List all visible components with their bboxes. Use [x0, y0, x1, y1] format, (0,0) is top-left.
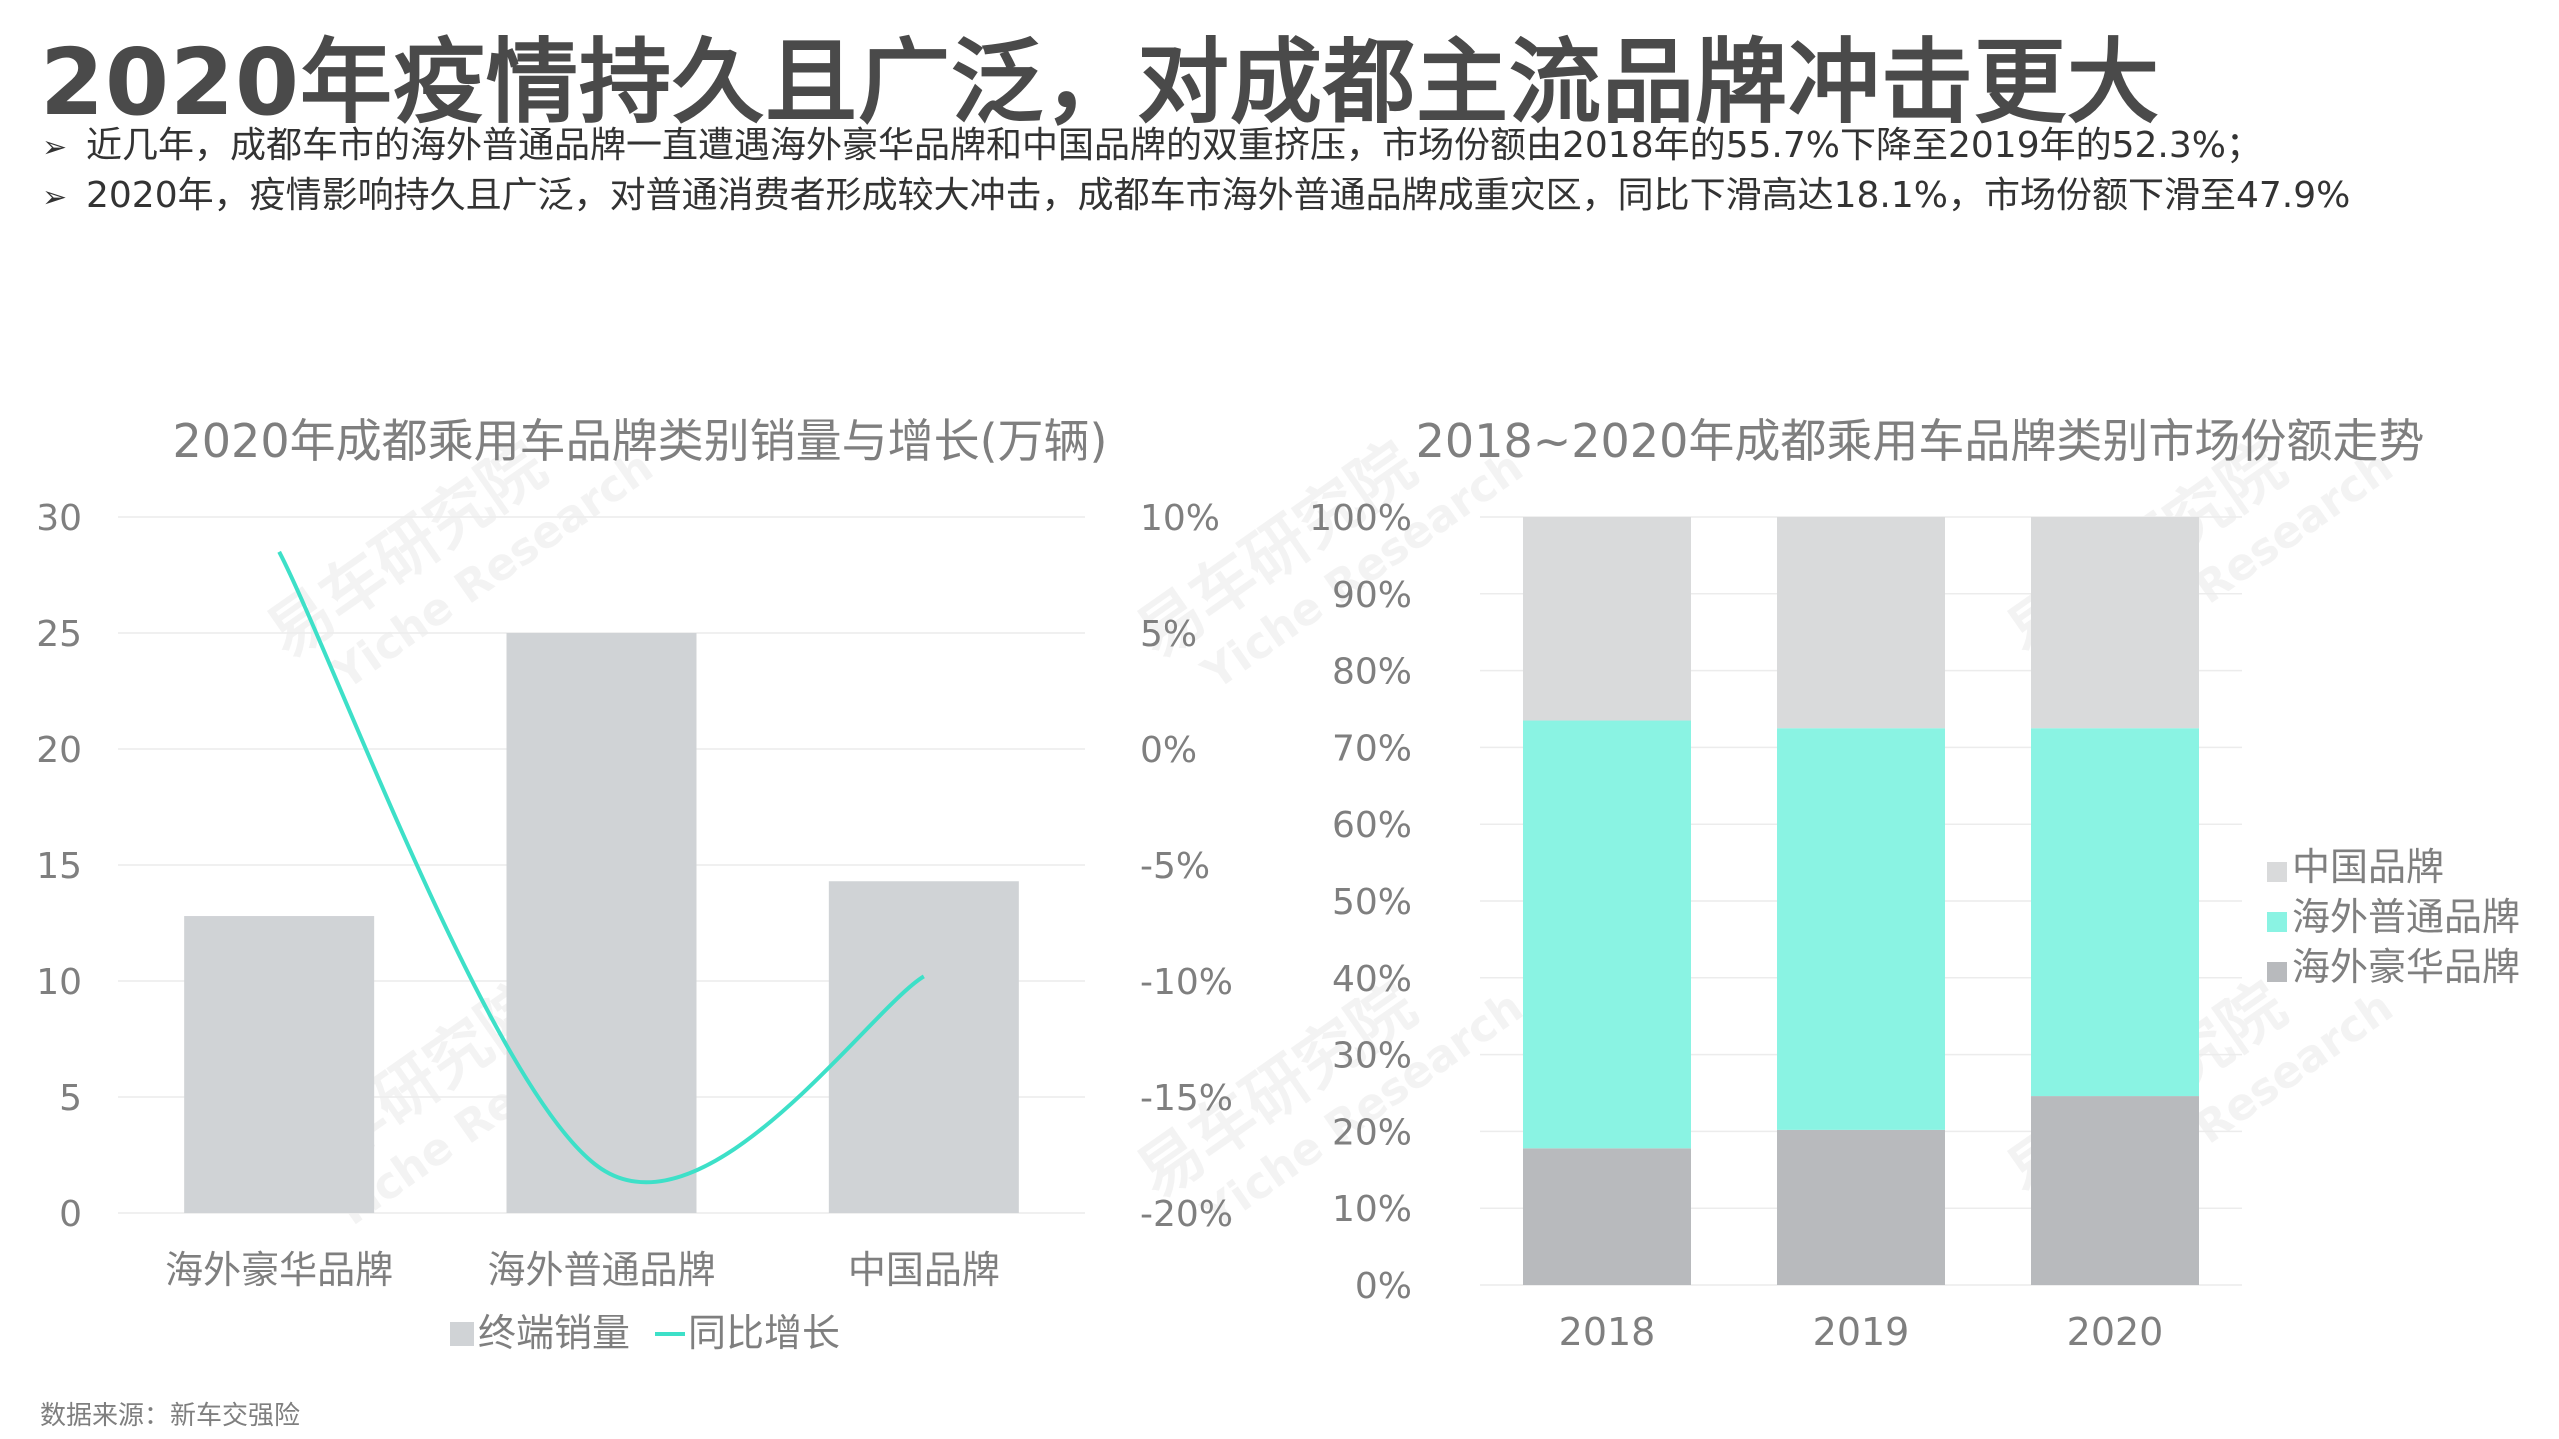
legend-swatch-sales [450, 1322, 474, 1346]
y2-tick-label: 10% [1140, 498, 1220, 539]
bar-sales [184, 916, 375, 1213]
data-source: 数据来源：新车交强险 [40, 1401, 301, 1431]
growth-line [277, 550, 925, 1185]
bar-segment-2 [1523, 517, 1691, 721]
legend-swatch [2267, 862, 2287, 882]
y2-tick-label: -10% [1140, 962, 1233, 1003]
bullet-item: ➢ 近几年，成都车市的海外普通品牌一直遭遇海外豪华品牌和中国品牌的双重挤压，市场份… [42, 122, 2350, 172]
y-tick-label: 70% [1332, 728, 1412, 769]
y-tick-label: 15 [36, 846, 82, 887]
legend-label: 海外豪华品牌 [2292, 945, 2520, 989]
arrow-bullet-icon: ➢ [42, 180, 68, 215]
bar-segment-0 [2031, 1096, 2199, 1285]
y-tick-label: 90% [1332, 575, 1412, 616]
bar-sales [828, 881, 1019, 1213]
bullet-list: ➢ 近几年，成都车市的海外普通品牌一直遭遇海外豪华品牌和中国品牌的双重挤压，市场份… [42, 122, 2350, 222]
y-tick-label: 10 [36, 962, 82, 1003]
bar-segment-1 [1523, 720, 1691, 1149]
y-tick-label: 60% [1332, 805, 1412, 846]
y-tick-label: 80% [1332, 652, 1412, 693]
y-tick-label: 50% [1332, 882, 1412, 923]
y-tick-label: 0% [1355, 1266, 1412, 1307]
legend-label-growth: 同比增长 [688, 1311, 840, 1355]
sales-growth-chart: 2020年成都乘用车品牌类别销量与增长(万辆) 0 5 10 15 20 25 30 -20… [36, 414, 1233, 1355]
legend-swatch [2267, 962, 2287, 982]
bar-segment-1 [2031, 728, 2199, 1097]
y-tick-label: 20 [36, 730, 82, 771]
y2-tick-label: 5% [1140, 614, 1197, 655]
bar-segment-0 [1777, 1129, 1945, 1285]
y-tick-label: 5 [59, 1078, 82, 1119]
arrow-bullet-icon: ➢ [42, 130, 68, 165]
bar-segment-1 [1777, 728, 1945, 1130]
y-tick-label: 20% [1332, 1112, 1412, 1153]
category-label: 海外豪华品牌 [165, 1248, 393, 1292]
y-tick-label: 30% [1332, 1036, 1412, 1077]
bullet-text: 近几年，成都车市的海外普通品牌一直遭遇海外豪华品牌和中国品牌的双重挤压，市场份额… [86, 125, 2262, 166]
y2-tick-label: -20% [1140, 1194, 1233, 1235]
chart-title: 2018~2020年成都乘用车品牌类别市场份额走势 [1416, 414, 2425, 468]
y-tick-label: 100% [1309, 498, 1412, 539]
category-label: 海外普通品牌 [487, 1248, 715, 1292]
legend-label: 中国品牌 [2292, 845, 2444, 889]
y2-tick-label: -5% [1140, 846, 1210, 887]
legend-label-sales: 终端销量 [478, 1311, 630, 1355]
y-tick-label: 0 [59, 1194, 82, 1235]
category-label: 中国品牌 [848, 1248, 1000, 1292]
bar-segment-2 [1777, 517, 1945, 729]
y-tick-label: 40% [1332, 959, 1412, 1000]
market-share-chart: 2018~2020年成都乘用车品牌类别市场份额走势 0% 10% 20% 30% 40%… [1309, 414, 2520, 1354]
y-tick-label: 10% [1332, 1189, 1412, 1230]
legend-label: 海外普通品牌 [2292, 895, 2520, 939]
y-tick-label: 30 [36, 498, 82, 539]
legend-swatch [2267, 912, 2287, 932]
bar-segment-0 [1523, 1148, 1691, 1285]
bullet-item: ➢ 2020年，疫情影响持久且广泛，对普通消费者形成较大冲击，成都车市海外普通品牌… [42, 172, 2350, 222]
bar-segment-2 [2031, 517, 2199, 729]
y2-tick-label: -15% [1140, 1078, 1233, 1119]
category-label: 2019 [1813, 1310, 1910, 1354]
y2-tick-label: 0% [1140, 730, 1197, 771]
page-title: 2020年疫情持久且广泛，对成都主流品牌冲击更大 [40, 29, 2161, 136]
y-tick-label: 25 [36, 614, 82, 655]
bar-sales [506, 633, 697, 1213]
category-label: 2020 [2067, 1310, 2164, 1354]
chart-title: 2020年成都乘用车品牌类别销量与增长(万辆) [173, 414, 1108, 468]
category-label: 2018 [1559, 1310, 1656, 1354]
bullet-text: 2020年，疫情影响持久且广泛，对普通消费者形成较大冲击，成都车市海外普通品牌成… [86, 175, 2351, 216]
